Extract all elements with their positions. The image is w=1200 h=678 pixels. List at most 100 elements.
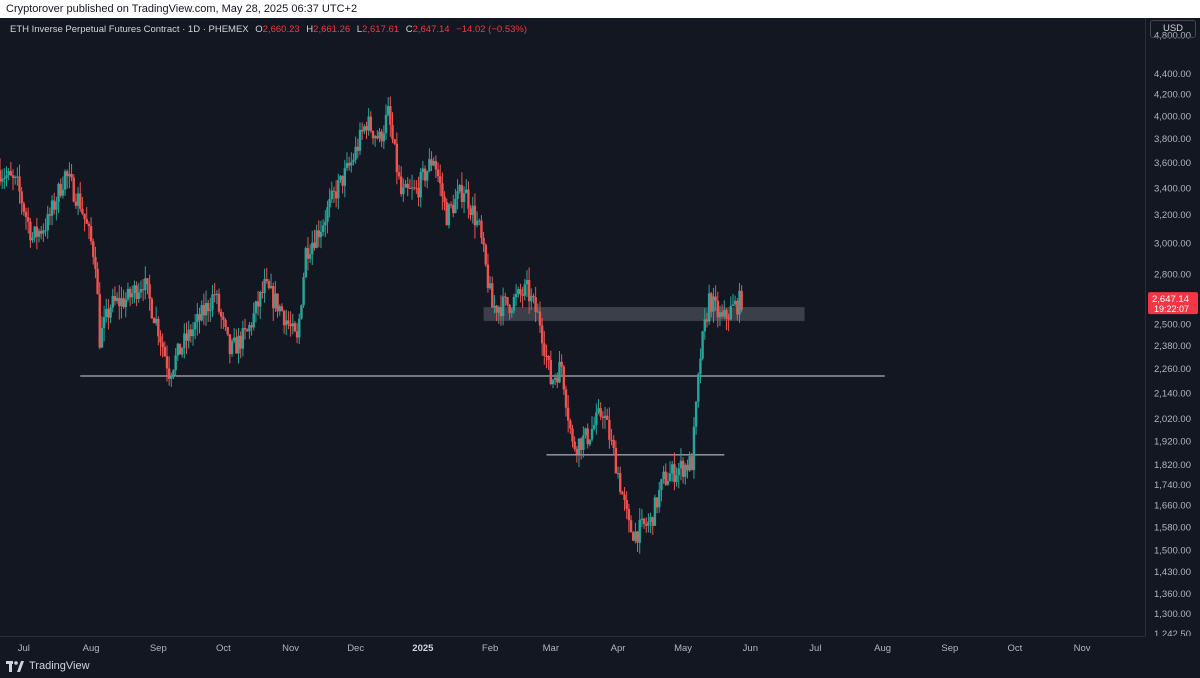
candle: [306, 237, 310, 271]
bar-countdown: 19:22:07: [1154, 304, 1189, 314]
candle: [313, 229, 316, 251]
candle: [334, 180, 338, 208]
candle: [612, 435, 615, 456]
candle: [57, 182, 60, 213]
candle: [369, 111, 373, 133]
candle: [488, 276, 492, 290]
candle: [122, 289, 125, 309]
candle: [562, 364, 566, 395]
candle: [412, 180, 416, 191]
candle: [165, 345, 169, 382]
candle: [267, 279, 271, 290]
candle: [530, 288, 533, 310]
candle: [584, 427, 587, 439]
candle: [710, 291, 713, 318]
candle: [126, 282, 130, 303]
candle: [102, 305, 106, 342]
candle: [534, 286, 537, 323]
candle: [46, 205, 49, 239]
candle: [371, 130, 375, 145]
candle: [677, 462, 680, 489]
candle: [668, 461, 672, 482]
candle: [716, 291, 719, 328]
candle: [98, 282, 101, 350]
candle: [9, 161, 13, 177]
candle: [733, 295, 737, 307]
candle: [395, 132, 399, 185]
candle: [326, 200, 329, 234]
candle: [295, 322, 299, 344]
x-tick-label: Jun: [743, 643, 758, 654]
chart-area[interactable]: [0, 18, 1145, 636]
price-axis[interactable]: 4,800.00 4,400.00 4,200.00 4,000.00 3,800.00…: [1145, 18, 1200, 640]
candle: [269, 273, 273, 289]
candle: [115, 292, 119, 304]
candle: [397, 165, 401, 180]
candle: [417, 176, 420, 207]
tradingview-logo[interactable]: TradingView: [6, 660, 90, 672]
candle: [592, 416, 596, 431]
candle: [636, 530, 639, 552]
y-tick-label: 1,500.00: [1154, 546, 1191, 557]
candle: [391, 112, 394, 144]
candle: [319, 220, 323, 249]
candle: [551, 378, 555, 389]
candle: [239, 331, 242, 359]
candle: [443, 191, 446, 211]
open-label: O: [255, 24, 263, 35]
candle: [439, 164, 442, 197]
candle: [343, 159, 347, 198]
candle: [250, 322, 253, 336]
time-axis[interactable]: Jul Aug Sep Oct Nov Dec 2025 Feb Mar Apr May Jun Jul…: [0, 636, 1145, 657]
candle: [285, 309, 288, 336]
candle: [81, 196, 84, 216]
candle: [499, 295, 503, 326]
candle: [625, 491, 628, 519]
candle: [237, 327, 240, 364]
candle: [148, 274, 151, 311]
candle: [341, 175, 344, 194]
price-chart[interactable]: [0, 18, 1145, 636]
candle: [272, 282, 275, 321]
candle: [219, 308, 223, 329]
candle: [31, 232, 34, 243]
x-tick-label: Dec: [347, 643, 364, 654]
y-tick-label: 1,920.00: [1154, 436, 1191, 447]
candle: [471, 196, 474, 224]
candle: [608, 407, 611, 449]
tradingview-logo-icon: [6, 660, 24, 672]
candle: [436, 162, 440, 182]
close-value: 2,647.14: [412, 24, 450, 35]
candle: [328, 188, 331, 218]
y-tick-label: 2,800.00: [1154, 269, 1191, 280]
candle: [447, 202, 451, 229]
candle: [662, 465, 665, 484]
candle: [718, 305, 722, 326]
candle: [198, 307, 201, 334]
symbol-name: ETH Inverse Perpetual Futures Contract ·…: [10, 24, 249, 35]
candle: [233, 328, 236, 344]
candle: [48, 207, 52, 226]
candle: [363, 124, 366, 135]
candle: [139, 280, 143, 299]
candle: [712, 287, 715, 323]
candle: [22, 201, 26, 216]
candle: [449, 201, 453, 209]
candle: [610, 428, 613, 446]
candle: [42, 223, 45, 242]
y-tick-label: 3,200.00: [1154, 210, 1191, 221]
candle: [465, 179, 468, 194]
candle: [651, 516, 654, 535]
x-tick-label: Aug: [83, 643, 100, 654]
candle: [107, 299, 110, 330]
candle: [345, 152, 349, 171]
candle: [378, 127, 381, 143]
candle: [553, 373, 557, 386]
candle: [311, 230, 314, 265]
candle: [332, 186, 336, 203]
candle: [302, 272, 305, 308]
currency-selector[interactable]: USD: [1150, 20, 1196, 38]
candle: [469, 204, 472, 221]
candle: [72, 174, 75, 203]
candle: [120, 286, 123, 319]
